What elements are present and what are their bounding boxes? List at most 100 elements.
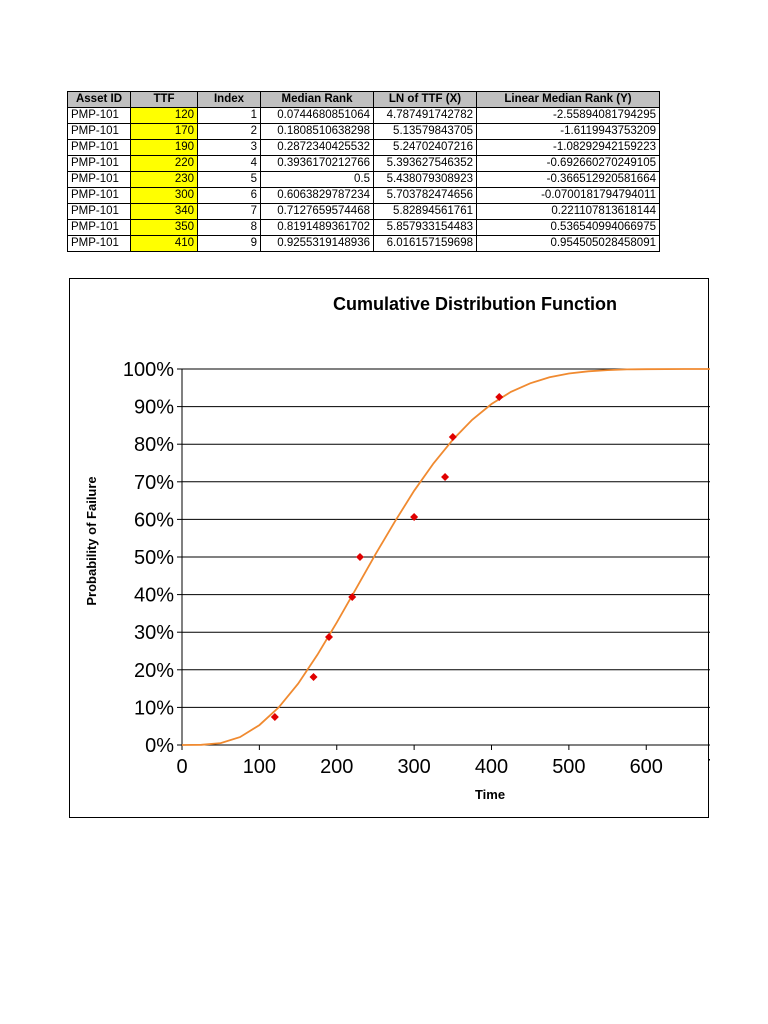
x-tick-label: 400: [475, 756, 508, 778]
cell-ln-ttf: 5.82894561761: [373, 203, 477, 220]
cell-linear-median-rank: -0.366512920581664: [476, 171, 660, 188]
y-tick-label: 70%: [134, 472, 174, 494]
data-point: [325, 633, 334, 642]
cell-linear-median-rank: 0.221107813618144: [476, 203, 660, 220]
cell-median-rank: 0.2872340425532: [260, 139, 374, 156]
cell-index: 8: [197, 219, 261, 236]
cell-ln-ttf: 5.857933154483: [373, 219, 477, 236]
header-ttf: TTF: [130, 91, 198, 108]
y-tick-label: 30%: [134, 622, 174, 644]
cell-asset-id: PMP-101: [67, 107, 131, 124]
data-point: [309, 672, 318, 681]
table-row: PMP-101 220 4 0.3936170212766 5.393627546352…: [67, 155, 660, 172]
y-tick-label: 20%: [134, 660, 174, 682]
header-ln-ttf: LN of TTF (X): [373, 91, 477, 108]
cell-index: 1: [197, 107, 261, 124]
y-tick-label: 80%: [134, 434, 174, 456]
table-row: PMP-101 350 8 0.8191489361702 5.857933154483…: [67, 219, 660, 236]
cell-linear-median-rank: -0.692660270249105: [476, 155, 660, 172]
cell-asset-id: PMP-101: [67, 171, 131, 188]
data-table: Asset ID TTF Index Median Rank LN of TTF…: [67, 91, 660, 252]
cell-ttf: 350: [130, 219, 198, 236]
table-row: PMP-101 120 1 0.0744680851064 4.787491742782…: [67, 107, 660, 124]
cell-index: 5: [197, 171, 261, 188]
x-tick-label: 0: [176, 756, 187, 778]
y-tick-label: 60%: [134, 509, 174, 531]
cell-ttf: 230: [130, 171, 198, 188]
y-tick-label: 50%: [134, 547, 174, 569]
y-tick-label: 90%: [134, 397, 174, 419]
cell-asset-id: PMP-101: [67, 139, 131, 156]
y-tick-label: 10%: [134, 697, 174, 719]
data-point: [348, 593, 357, 602]
table-body: PMP-101 120 1 0.0744680851064 4.787491742782…: [67, 107, 660, 252]
cell-ln-ttf: 5.438079308923: [373, 171, 477, 188]
x-tick-label: 700: [707, 756, 710, 778]
cell-median-rank: 0.0744680851064: [260, 107, 374, 124]
y-tick-label: 100%: [123, 359, 174, 381]
cell-asset-id: PMP-101: [67, 219, 131, 236]
axes: [177, 368, 710, 750]
cell-ttf: 300: [130, 187, 198, 204]
chart-frame: Cumulative Distribution Function Probabi…: [69, 278, 710, 818]
cell-linear-median-rank: 0.954505028458091: [476, 235, 660, 252]
cell-asset-id: PMP-101: [67, 155, 131, 172]
cell-median-rank: 0.6063829787234: [260, 187, 374, 204]
table-row: PMP-101 410 9 0.9255319148936 6.016157159698…: [67, 235, 660, 252]
cell-asset-id: PMP-101: [67, 187, 131, 204]
cell-linear-median-rank: -0.0700181794794011: [476, 187, 660, 204]
cell-ln-ttf: 5.393627546352: [373, 155, 477, 172]
cell-index: 9: [197, 235, 261, 252]
cell-median-rank: 0.5: [260, 171, 374, 188]
cell-ln-ttf: 5.703782474656: [373, 187, 477, 204]
table-row: PMP-101 300 6 0.6063829787234 5.703782474656…: [67, 187, 660, 204]
header-median-rank: Median Rank: [260, 91, 374, 108]
cell-ln-ttf: 6.016157159698: [373, 235, 477, 252]
cell-median-rank: 0.3936170212766: [260, 155, 374, 172]
cell-index: 7: [197, 203, 261, 220]
data-points-layer: [270, 393, 504, 721]
x-tick-label: 500: [552, 756, 585, 778]
cell-ln-ttf: 5.24702407216: [373, 139, 477, 156]
data-point: [448, 433, 457, 442]
header-linear-median-rank: Linear Median Rank (Y): [476, 91, 660, 108]
cell-ttf: 410: [130, 235, 198, 252]
y-tick-labels: 0% 10% 20% 30% 40% 50% 60% 70% 80% 90% 100%: [123, 359, 174, 757]
cell-median-rank: 0.8191489361702: [260, 219, 374, 236]
cell-median-rank: 0.7127659574468: [260, 203, 374, 220]
data-point: [410, 512, 419, 521]
data-point: [495, 393, 504, 402]
header-asset-id: Asset ID: [67, 91, 131, 108]
y-axis-title: Probability of Failure: [84, 476, 99, 605]
cell-median-rank: 0.1808510638298: [260, 123, 374, 140]
cell-asset-id: PMP-101: [67, 203, 131, 220]
y-tick-label: 40%: [134, 585, 174, 607]
cell-ttf: 190: [130, 139, 198, 156]
grid-lines: [182, 368, 710, 746]
table-row: PMP-101 340 7 0.7127659574468 5.82894561761 0…: [67, 203, 660, 220]
cell-linear-median-rank: -1.6119943753209: [476, 123, 660, 140]
fit-curve-layer: [181, 368, 710, 746]
x-tick-label: 300: [397, 756, 430, 778]
cell-asset-id: PMP-101: [67, 123, 131, 140]
data-point: [270, 712, 279, 721]
cell-ttf: 170: [130, 123, 198, 140]
header-index: Index: [197, 91, 261, 108]
x-tick-labels: 0100200300400500600700800: [176, 756, 710, 778]
x-tick-label: 200: [320, 756, 353, 778]
cell-index: 4: [197, 155, 261, 172]
chart-title: Cumulative Distribution Function: [333, 294, 617, 314]
data-point: [355, 553, 364, 561]
cell-ln-ttf: 4.787491742782: [373, 107, 477, 124]
cell-ttf: 340: [130, 203, 198, 220]
x-tick-label: 600: [630, 756, 663, 778]
table-row: PMP-101 190 3 0.2872340425532 5.24702407216-…: [67, 139, 660, 156]
table-row: PMP-101 230 5 0.5 5.438079308923 -0.366512920…: [67, 171, 660, 188]
cell-asset-id: PMP-101: [67, 235, 131, 252]
cell-linear-median-rank: -2.55894081794295: [476, 107, 660, 124]
cdf-chart: Cumulative Distribution Function Probabi…: [84, 294, 710, 802]
cell-index: 2: [197, 123, 261, 140]
data-point: [441, 472, 450, 481]
cell-ttf: 120: [130, 107, 198, 124]
fit-curve: [181, 368, 710, 746]
